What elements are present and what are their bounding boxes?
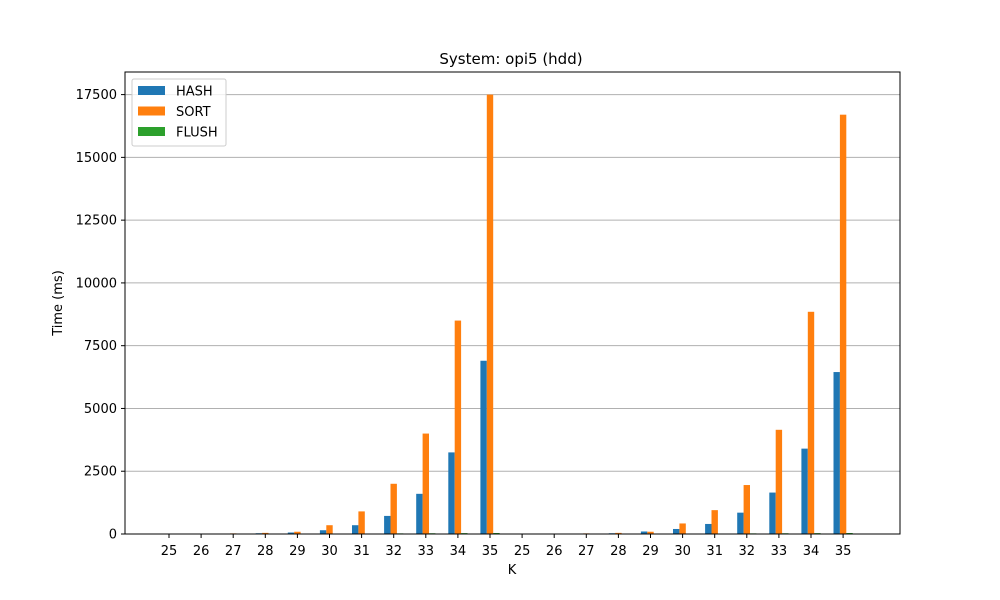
x-tick-label: 28: [257, 544, 274, 559]
y-axis: 0 2500 5000 7500 10000 12500 15000 17500: [76, 88, 125, 543]
y-tick-label: 12500: [76, 214, 117, 229]
y-tick-label: 5000: [84, 402, 117, 417]
bar-sort: [454, 320, 462, 534]
legend-swatch: [138, 127, 165, 136]
x-tick-label: 27: [225, 544, 242, 559]
bar-sort: [647, 531, 654, 534]
x-tick-label: 30: [321, 544, 338, 559]
y-tick-label: 7500: [84, 339, 117, 354]
bar-hash: [833, 372, 840, 534]
y-tick-label: 10000: [76, 276, 117, 291]
x-tick-label: 26: [546, 544, 563, 559]
x-axis-label: K: [508, 563, 517, 578]
bar-flush: [493, 532, 500, 534]
bar-hash: [287, 532, 295, 534]
y-tick-label: 2500: [84, 465, 117, 480]
x-tick-label: 35: [835, 544, 852, 559]
chart-title: System: opi5 (hdd): [439, 50, 582, 68]
bar-hash: [384, 515, 391, 534]
bar-sort: [807, 311, 815, 534]
y-tick-label: 15000: [76, 151, 117, 166]
bar-sort: [743, 485, 750, 534]
bar-flush: [846, 532, 853, 534]
y-axis-label: Time (ms): [51, 270, 66, 337]
x-tick-label: 29: [289, 544, 306, 559]
x-tick-label: 30: [674, 544, 691, 559]
legend-label: FLUSH: [176, 126, 218, 141]
bar-hash: [319, 530, 327, 534]
grid-lines: [125, 94, 900, 472]
x-tick-label: 25: [161, 544, 178, 559]
legend-swatch: [138, 86, 165, 95]
bar-sort: [679, 523, 686, 534]
bar-sort: [294, 531, 301, 534]
bar-sort: [262, 532, 269, 534]
bar-sort: [775, 429, 783, 534]
x-tick-label: 29: [642, 544, 659, 559]
x-tick-label: 32: [739, 544, 756, 559]
bar-sort: [486, 94, 494, 534]
bar-sort: [358, 511, 365, 534]
bar-hash: [801, 448, 808, 534]
x-tick-label: 35: [482, 544, 499, 559]
bar-hash: [705, 523, 712, 534]
x-tick-label: 34: [803, 544, 820, 559]
x-tick-label: 32: [385, 544, 402, 559]
x-tick-label: 25: [514, 544, 531, 559]
x-tick-label: 33: [418, 544, 435, 559]
x-tick-label: 31: [706, 544, 723, 559]
bar-sort: [615, 532, 622, 534]
x-tick-label: 34: [450, 544, 467, 559]
bars: [159, 94, 853, 534]
x-tick-label: 33: [771, 544, 788, 559]
bar-hash: [480, 360, 487, 534]
y-tick-label: 0: [109, 528, 117, 543]
bar-hash: [416, 493, 423, 534]
plot-frame: [124, 71, 901, 535]
bar-hash: [640, 531, 648, 534]
legend-label: SORT: [176, 105, 211, 120]
legend: HASH SORT FLUSH: [131, 78, 227, 147]
bar-hash: [448, 452, 455, 534]
bar-sort: [390, 483, 397, 534]
bar-hash: [769, 492, 776, 534]
x-tick-label: 28: [610, 544, 627, 559]
bar-sort: [326, 525, 333, 534]
y-tick-label: 17500: [76, 88, 117, 103]
x-axis: 25 26 27 28 29 30 31 32 33 34 35 25 26 27 28 29 30 31 32 33…: [161, 534, 852, 559]
bar-sort: [711, 510, 718, 534]
x-tick-label: 27: [578, 544, 595, 559]
bar-hash: [352, 525, 359, 534]
bar-hash: [737, 512, 744, 534]
bar-hash: [673, 528, 680, 534]
x-tick-label: 26: [193, 544, 210, 559]
legend-swatch: [138, 106, 165, 116]
bar-sort: [839, 114, 847, 534]
legend-label: HASH: [176, 85, 213, 100]
bar-sort: [422, 433, 429, 534]
x-tick-label: 31: [353, 544, 370, 559]
